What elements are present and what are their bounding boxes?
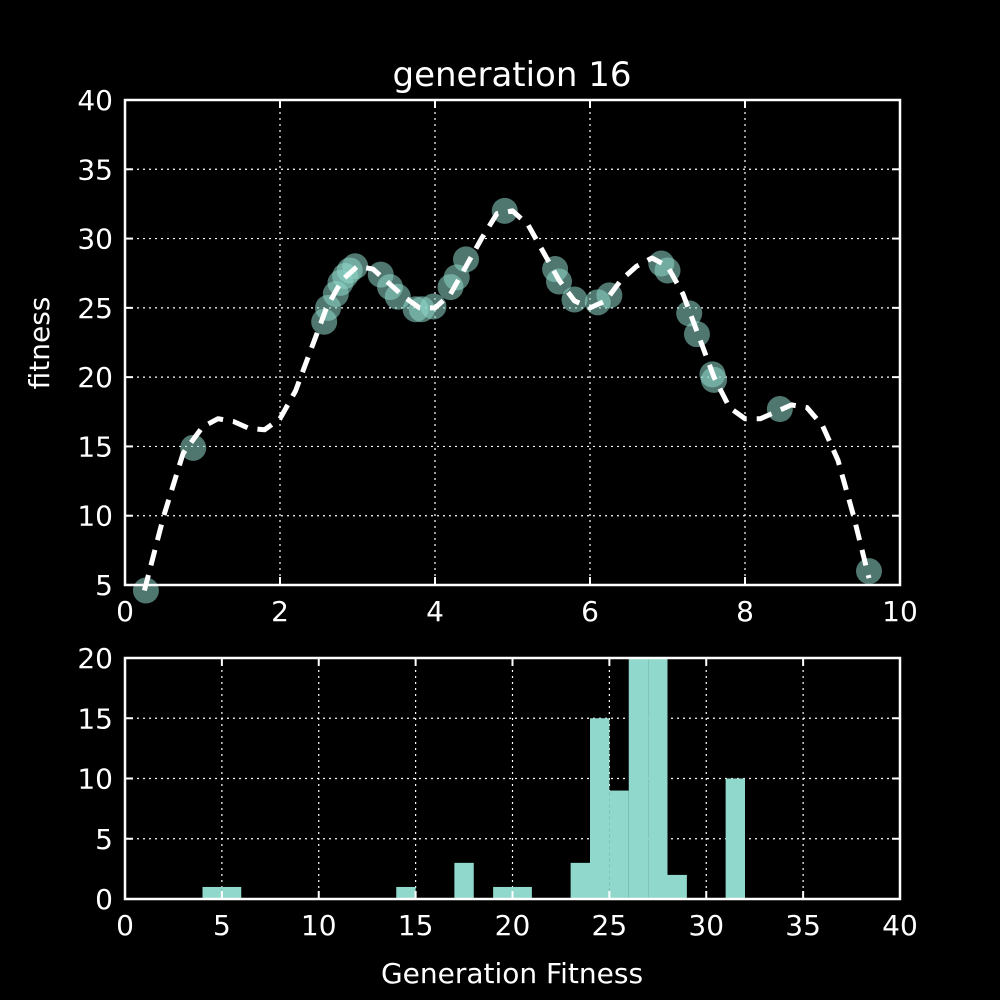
top-y-tick-label: 15	[77, 430, 113, 463]
histogram-bar	[609, 790, 629, 899]
scatter-point	[491, 197, 518, 224]
histogram-bar	[396, 886, 416, 899]
bottom-y-tick-label: 5	[95, 823, 113, 856]
bottom-x-tick-label: 25	[592, 909, 628, 942]
top-y-tick-label: 5	[95, 569, 113, 602]
top-x-tick-label: 0	[116, 595, 134, 628]
top-x-tick-label: 8	[736, 595, 754, 628]
top-y-tick-label: 25	[77, 292, 113, 325]
bottom-y-tick-label: 15	[77, 702, 113, 735]
scatter-point	[856, 558, 882, 585]
top-axes-frame	[123, 98, 902, 587]
histogram-plot: 0 5 10 15 20 25 30 35 40 0 5 10 15 20 Generation Fitn…	[77, 642, 917, 990]
chart-title: generation 16	[393, 55, 632, 95]
scatter-point	[683, 321, 710, 348]
top-x-tick-label: 10	[882, 595, 918, 628]
histogram-bar	[202, 886, 222, 899]
y-axis-label: fitness	[23, 297, 56, 390]
bottom-tick-layer: 0 5 10 15 20 25 30 35 40 0 5 10 15 20	[77, 642, 917, 942]
scatter-point	[766, 396, 793, 423]
histogram-bar	[667, 874, 687, 899]
histogram-bar	[725, 778, 745, 899]
scatter-plot: generation 16 fitness 0 2 4 6 8 10 5 10 15 20 25 30…	[23, 55, 918, 628]
bottom-x-tick-label: 20	[495, 909, 531, 942]
bottom-y-tick-label: 10	[77, 763, 113, 796]
histogram-bar	[628, 658, 649, 899]
histogram-bar	[512, 886, 532, 899]
histogram-bar	[221, 886, 242, 899]
scatter-point	[453, 246, 479, 273]
top-y-tick-label: 30	[77, 223, 113, 256]
histogram-bar	[493, 886, 513, 899]
histogram-bar	[454, 862, 474, 899]
bottom-y-tick-label: 0	[95, 883, 113, 916]
top-y-tick-label: 35	[77, 153, 113, 186]
top-y-tick-label: 10	[77, 500, 113, 533]
top-x-tick-label: 2	[271, 595, 289, 628]
histogram-bars	[202, 658, 745, 899]
histogram-bar	[570, 862, 590, 899]
top-tick-layer: 0 2 4 6 8 10 5 10 15 20 25 30 35 40	[77, 84, 917, 628]
top-x-tick-label: 6	[581, 595, 599, 628]
histogram-bar	[590, 718, 610, 899]
bottom-x-tick-label: 30	[688, 909, 724, 942]
top-y-tick-label: 20	[77, 361, 113, 394]
bottom-x-tick-label: 35	[785, 909, 821, 942]
top-series-layer	[132, 197, 882, 604]
top-y-tick-label: 40	[77, 84, 113, 117]
scatter-point	[180, 434, 207, 461]
bottom-y-tick-label: 20	[77, 642, 113, 675]
bottom-x-tick-label: 40	[882, 909, 918, 942]
x-axis-label: Generation Fitness	[381, 957, 643, 990]
bottom-x-tick-label: 10	[301, 909, 337, 942]
histogram-bar	[648, 658, 668, 899]
fitness-curve	[141, 208, 872, 592]
scatter-point	[676, 300, 703, 327]
bottom-x-tick-label: 15	[398, 909, 434, 942]
top-x-tick-label: 4	[426, 595, 444, 628]
bottom-x-tick-label: 5	[213, 909, 231, 942]
bottom-x-tick-label: 0	[116, 909, 134, 942]
